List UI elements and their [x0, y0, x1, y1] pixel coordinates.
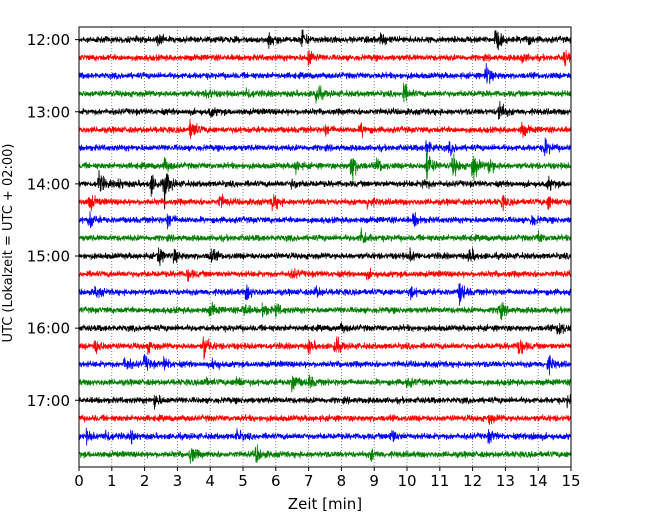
y-tick-label: 17:00	[27, 392, 70, 410]
seismogram-trace-1200	[78, 29, 572, 51]
x-tick-label: 12	[463, 472, 482, 490]
y-tick-label: 12:00	[27, 31, 70, 49]
seismogram-trace-1230	[78, 62, 572, 84]
seismogram-trace-1700	[78, 394, 572, 410]
x-tick-label: 11	[430, 472, 449, 490]
x-tick-label: 6	[271, 472, 281, 490]
x-tick-label: 5	[238, 472, 248, 490]
seismogram-trace-1745	[78, 444, 572, 464]
x-tick-label: 3	[173, 472, 183, 490]
grid-layer	[111, 27, 539, 467]
x-tick-label: 0	[74, 472, 84, 490]
y-tick-label: 13:00	[27, 103, 70, 121]
trace-layer	[78, 29, 572, 464]
seismogram-trace-1300	[78, 101, 572, 120]
seismogram-trace-1330	[78, 137, 572, 158]
seismogram-trace-1715	[78, 413, 572, 425]
seismogram-trace-1530	[78, 283, 572, 306]
y-axis-label: UTC (Lokalzeit = UTC + 02:00)	[1, 144, 16, 343]
x-tick-label: 1	[107, 472, 117, 490]
y-tick-label: 15:00	[27, 248, 70, 266]
x-axis-label: Zeit [min]	[288, 495, 362, 513]
seismogram-trace-1445	[78, 227, 572, 244]
y-tick-label: 16:00	[27, 320, 70, 338]
x-tick-label: 8	[337, 472, 347, 490]
seismogram-trace-1415	[78, 193, 572, 212]
seismogram-trace-1615	[78, 336, 572, 360]
x-tick-label: 15	[561, 472, 580, 490]
x-tick-label: 4	[205, 472, 215, 490]
x-tick-label: 2	[140, 472, 150, 490]
seismogram-trace-1345	[78, 152, 572, 182]
x-axis: 0 1 2 3 4 5 6 7 8 9 10 11 12 13 14 15	[74, 467, 581, 490]
seismogram-trace-1315	[78, 118, 572, 139]
seismogram-trace-1245	[78, 82, 572, 104]
seismogram-trace-1215	[78, 49, 572, 67]
seismogram-trace-1545	[78, 301, 572, 321]
seismogram-trace-1515	[78, 267, 572, 282]
x-tick-label: 7	[304, 472, 314, 490]
x-tick-label: 10	[397, 472, 416, 490]
seismogram-trace-1645	[78, 374, 572, 393]
x-tick-label: 14	[529, 472, 548, 490]
y-axis: 12:00 13:00 14:00 15:00 16:00 17:00	[27, 31, 79, 410]
y-tick-label: 14:00	[27, 175, 70, 193]
seismogram-trace-1630	[78, 354, 572, 376]
seismogram-trace-1730	[78, 427, 572, 446]
seismogram-trace-1600	[78, 322, 572, 335]
plot-frame	[78, 26, 572, 468]
seismogram-trace-1500	[78, 247, 572, 267]
x-tick-label: 9	[369, 472, 379, 490]
seismogram-trace-1430	[78, 211, 572, 230]
seismogram-trace-1400	[78, 169, 572, 210]
x-tick-label: 13	[496, 472, 515, 490]
